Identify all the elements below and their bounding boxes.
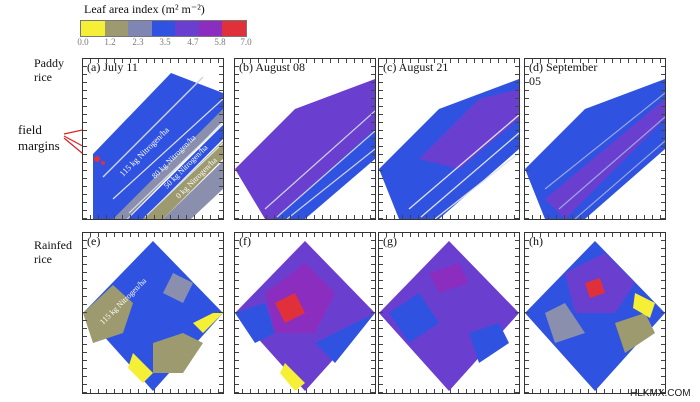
panel-f-xticks-top (235, 233, 375, 237)
panel-b-xticks (235, 215, 375, 219)
panel-c-label: (c) August 21 (383, 60, 449, 74)
panel-c-map (379, 79, 519, 219)
watermark: HLKMX.COM (630, 388, 691, 399)
panel-d: (d) September 05 (524, 58, 666, 220)
panel-g-xticks (379, 389, 519, 393)
legend-swatch-1 (81, 21, 105, 36)
panel-e-map: 115 kg Nitrogen/ha (83, 241, 223, 391)
panel-a-xticks (83, 215, 223, 219)
panel-f-yticks-right (371, 233, 375, 393)
field-margins-label: field margins (18, 122, 78, 154)
panel-a-xticks-top (83, 59, 223, 63)
row-label-paddy: Paddy rice (34, 56, 74, 84)
panel-a-map: 115 kg Nitrogen/ha 80 kg Nitrogen/ha 50 … (93, 73, 223, 219)
panel-h-label: (h) (529, 234, 543, 248)
panel-d-yticks (525, 59, 529, 219)
row-label-paddy-text: Paddy rice (34, 56, 64, 84)
row-label-rainfed: Rainfed rice (34, 238, 74, 266)
panel-e-xticks-top (83, 233, 223, 237)
row-label-rainfed-text: Rainfed rice (34, 238, 72, 266)
legend-swatch-5 (175, 21, 199, 36)
panel-f-label: (f) (239, 234, 251, 248)
panel-c: (c) August 21 (378, 58, 520, 220)
panel-g-map (379, 241, 519, 391)
panel-h-yticks (525, 233, 529, 393)
panel-e-xticks (83, 389, 223, 393)
panel-b-map (235, 79, 375, 219)
panel-h-yticks-right (661, 233, 665, 393)
panel-f: (f) (234, 232, 376, 394)
field-margins-text: field margins (18, 122, 60, 153)
panel-a: 115 kg Nitrogen/ha 80 kg Nitrogen/ha 50 … (82, 58, 224, 220)
legend-tick: 1.2 (104, 37, 116, 47)
legend-tick: 3.5 (159, 37, 171, 47)
panel-h: (h) (524, 232, 666, 394)
panel-a-label: (a) July 11 (87, 60, 138, 74)
panel-b: (b) August 08 (234, 58, 376, 220)
legend-ticks: 0.0 1.2 2.3 3.5 4.7 5.8 7.0 (74, 37, 252, 49)
panel-d-xticks (525, 215, 665, 219)
panel-c-yticks (379, 59, 383, 219)
panel-d-xticks-top (525, 59, 665, 63)
panel-b-yticks-right (371, 59, 375, 219)
panel-g-yticks (379, 233, 383, 393)
panel-f-map (235, 241, 375, 391)
panel-e-yticks (83, 233, 87, 393)
panel-b-label: (b) August 08 (239, 60, 305, 74)
legend-colorbar (80, 20, 247, 37)
panel-g-label: (g) (383, 234, 397, 248)
legend-tick: 0.0 (77, 37, 89, 47)
panel-d-map (525, 79, 665, 219)
legend-swatch-7 (222, 21, 247, 36)
panel-b-yticks (235, 59, 239, 219)
legend-swatch-3 (128, 21, 152, 36)
panel-h-map (525, 241, 665, 391)
panel-b-xticks-top (235, 59, 375, 63)
panel-e-yticks-right (219, 233, 223, 393)
panel-a-yticks (83, 59, 87, 219)
panel-e-label: (e) (87, 234, 101, 248)
panel-h-xticks (525, 389, 665, 393)
legend-swatch-4 (151, 21, 176, 36)
legend-swatch-6 (198, 21, 223, 36)
panel-g: (g) (378, 232, 520, 394)
panel-g-yticks-right (515, 233, 519, 393)
panel-a-yticks-right (219, 59, 223, 219)
legend-tick: 4.7 (187, 37, 199, 47)
panel-d-label: (d) September 05 (529, 60, 598, 88)
legend-tick: 2.3 (132, 37, 144, 47)
panel-f-xticks (235, 389, 375, 393)
panel-c-yticks-right (515, 59, 519, 219)
panel-d-yticks-right (661, 59, 665, 219)
panel-e: 115 kg Nitrogen/ha (e) (82, 232, 224, 394)
panel-h-xticks-top (525, 233, 665, 237)
panel-g-xticks-top (379, 233, 519, 237)
legend-swatch-2 (104, 21, 129, 36)
legend-title: Leaf area index (m² m⁻²) (84, 2, 205, 16)
panel-c-xticks (379, 215, 519, 219)
panel-f-yticks (235, 233, 239, 393)
legend-tick: 5.8 (214, 37, 226, 47)
panel-c-xticks-top (379, 59, 519, 63)
legend-tick: 7.0 (240, 37, 252, 47)
